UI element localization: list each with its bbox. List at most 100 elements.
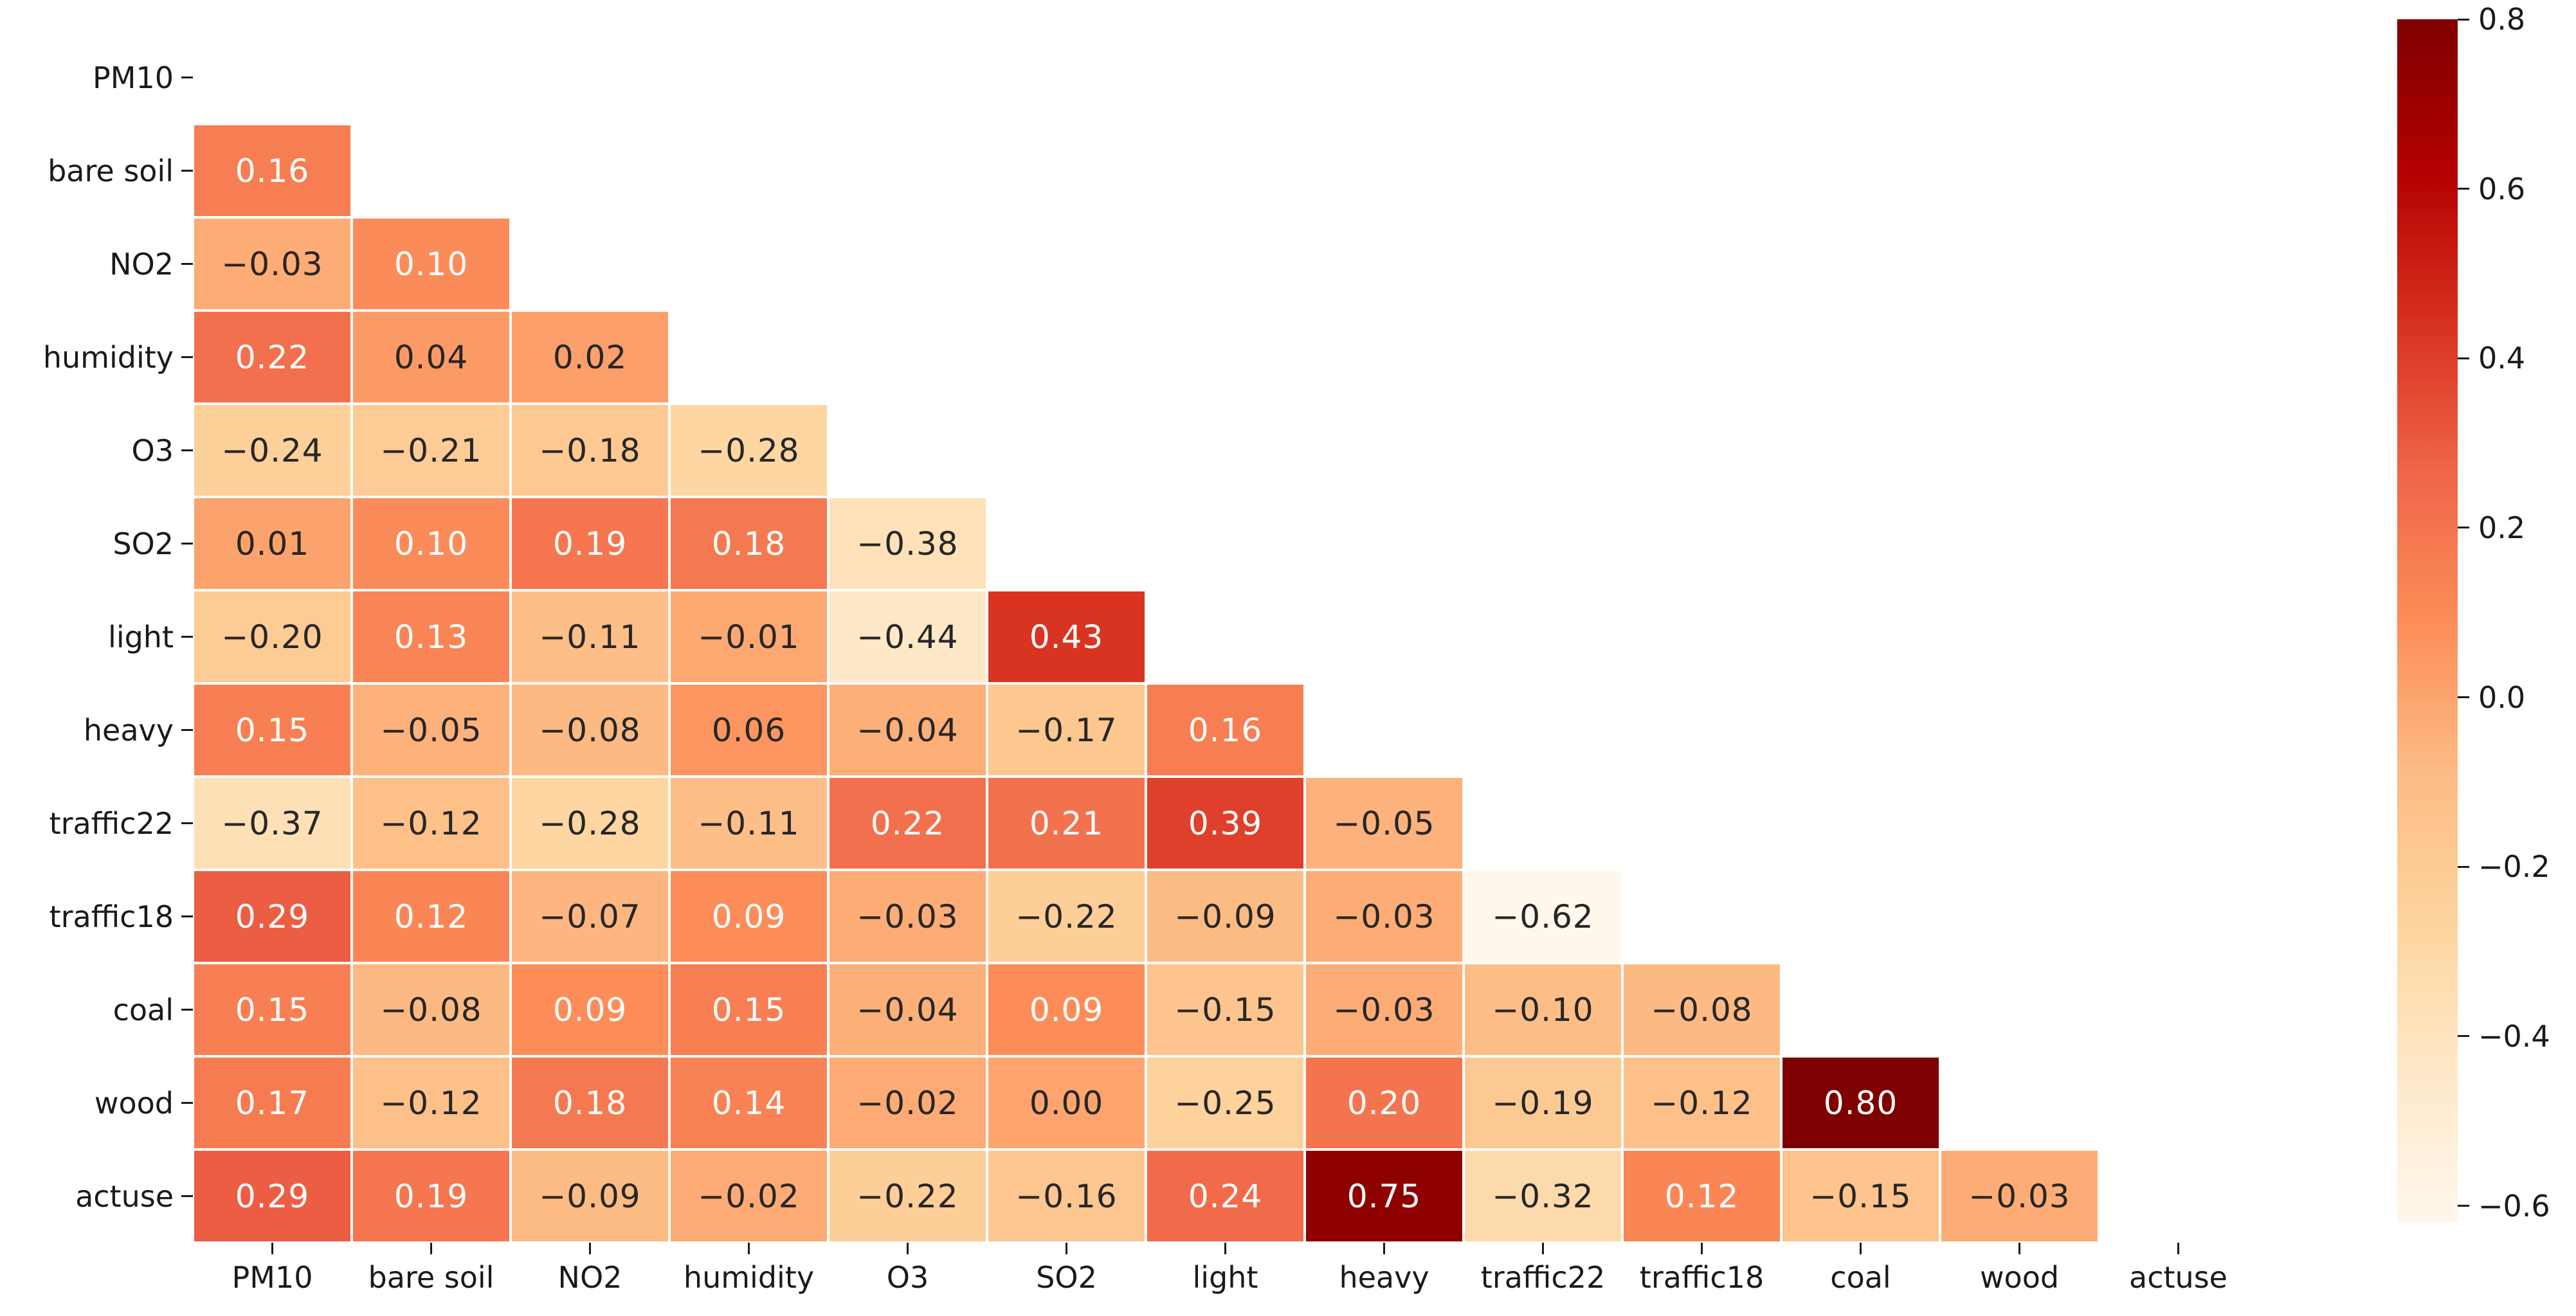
- cell-value: −0.05: [380, 711, 482, 749]
- y-axis-label-SO2: SO2: [113, 526, 174, 561]
- cell-value: 0.18: [552, 1084, 628, 1122]
- y-tick-mark: [181, 356, 193, 358]
- cell-value: −0.24: [221, 431, 323, 469]
- cell-value: −0.03: [857, 897, 959, 935]
- cell-value: 0.75: [1347, 1177, 1422, 1215]
- colorbar-tick-mark: [2458, 696, 2469, 699]
- cell-value: −0.17: [1015, 711, 1118, 749]
- heatmap-cell-traffic18-O3: −0.03: [828, 870, 987, 963]
- colorbar-tick-mark: [2458, 357, 2469, 359]
- cell-value: 0.01: [235, 525, 310, 563]
- cell-value: 0.16: [1188, 711, 1263, 749]
- x-axis-label-SO2: SO2: [1036, 1260, 1097, 1295]
- heatmap-cell-wood-humidity: 0.14: [669, 1056, 828, 1149]
- cell-value: 0.21: [1029, 804, 1104, 842]
- cell-value: −0.01: [698, 618, 800, 656]
- heatmap-cell-light-humidity: −0.01: [669, 590, 828, 683]
- heatmap-cell-SO2-PM10: 0.01: [193, 497, 352, 590]
- heatmap-cell-coal-light: −0.15: [1146, 963, 1305, 1056]
- y-axis-label-heavy: heavy: [83, 712, 174, 748]
- cell-value: 0.06: [711, 711, 786, 749]
- y-axis-label-wood: wood: [94, 1085, 174, 1121]
- heatmap-cell-traffic22-bare soil: −0.12: [352, 777, 511, 870]
- heatmap-cell-traffic22-NO2: −0.28: [511, 777, 669, 870]
- cell-value: −0.09: [539, 1177, 641, 1215]
- x-axis-label-humidity: humidity: [683, 1260, 815, 1295]
- heatmap-cell-coal-heavy: −0.03: [1305, 963, 1464, 1056]
- x-axis-label-actuse: actuse: [2129, 1260, 2227, 1295]
- heatmap-cell-traffic22-light: 0.39: [1146, 777, 1305, 870]
- x-axis-label-light: light: [1192, 1260, 1258, 1295]
- heatmap-cell-O3-humidity: −0.28: [669, 404, 828, 497]
- y-axis-label-PM10: PM10: [93, 60, 174, 95]
- cell-value: −0.62: [1492, 897, 1594, 935]
- colorbar-gradient: [2397, 19, 2458, 1223]
- cell-value: −0.15: [1174, 991, 1276, 1029]
- heatmap-cell-NO2-PM10: −0.03: [193, 217, 352, 311]
- heatmap-cell-heavy-bare soil: −0.05: [352, 683, 511, 777]
- cell-value: 0.80: [1823, 1084, 1898, 1122]
- heatmap-cell-SO2-NO2: 0.19: [511, 497, 669, 590]
- cell-value: 0.24: [1188, 1177, 1263, 1215]
- heatmap-cell-O3-NO2: −0.18: [511, 404, 669, 497]
- cell-value: −0.04: [857, 711, 959, 749]
- y-tick-mark: [181, 449, 193, 451]
- cell-value: −0.12: [380, 1084, 482, 1122]
- colorbar-tick-label: −0.4: [2478, 1018, 2550, 1054]
- heatmap-cell-heavy-SO2: −0.17: [987, 683, 1146, 777]
- cell-value: 0.43: [1029, 618, 1104, 656]
- colorbar-tick-mark: [2458, 527, 2469, 529]
- cell-value: 0.02: [552, 338, 628, 376]
- cell-value: 0.10: [394, 525, 469, 563]
- heatmap-cell-coal-traffic18: −0.08: [1622, 963, 1781, 1056]
- heatmap-cell-bare soil-PM10: 0.16: [193, 124, 352, 217]
- y-tick-mark: [181, 263, 193, 265]
- cell-value: −0.05: [1333, 804, 1435, 842]
- cell-value: 0.18: [711, 525, 786, 563]
- heatmap-cell-wood-traffic22: −0.19: [1464, 1056, 1622, 1149]
- cell-value: 0.15: [235, 991, 310, 1029]
- colorbar-tick-label: −0.2: [2478, 849, 2550, 885]
- y-tick-mark: [181, 77, 193, 78]
- heatmap-cell-actuse-coal: −0.15: [1781, 1149, 1940, 1243]
- cell-value: −0.28: [698, 431, 800, 469]
- x-axis-label-coal: coal: [1830, 1260, 1891, 1295]
- heatmap-cell-SO2-humidity: 0.18: [669, 497, 828, 590]
- cell-value: −0.12: [380, 804, 482, 842]
- cell-value: −0.20: [221, 618, 323, 656]
- y-axis-label-coal: coal: [113, 992, 174, 1027]
- cell-value: −0.12: [1651, 1084, 1753, 1122]
- heatmap-cell-wood-SO2: 0.00: [987, 1056, 1146, 1149]
- cell-value: −0.44: [857, 618, 959, 656]
- heatmap-cell-wood-coal: 0.80: [1781, 1056, 1940, 1149]
- x-axis-label-bare soil: bare soil: [368, 1260, 494, 1295]
- cell-value: −0.08: [380, 991, 482, 1029]
- x-axis-label-traffic22: traffic22: [1480, 1260, 1606, 1295]
- heatmap-cell-light-NO2: −0.11: [511, 590, 669, 683]
- cell-value: −0.02: [698, 1177, 800, 1215]
- cell-value: −0.02: [857, 1084, 959, 1122]
- y-tick-mark: [181, 636, 193, 638]
- cell-value: −0.08: [539, 711, 641, 749]
- y-axis-label-humidity: humidity: [42, 339, 174, 375]
- cell-value: −0.08: [1651, 991, 1753, 1029]
- colorbar-tick-mark: [2458, 1035, 2469, 1038]
- cell-value: 0.20: [1347, 1084, 1422, 1122]
- heatmap-cell-traffic18-SO2: −0.22: [987, 870, 1146, 963]
- cell-value: −0.11: [698, 804, 800, 842]
- cell-value: 0.39: [1188, 804, 1263, 842]
- y-tick-mark: [181, 1195, 193, 1197]
- cell-value: 0.00: [1029, 1084, 1104, 1122]
- heatmap-cell-actuse-traffic22: −0.32: [1464, 1149, 1622, 1243]
- heatmap-cell-coal-PM10: 0.15: [193, 963, 352, 1056]
- heatmap-cell-coal-O3: −0.04: [828, 963, 987, 1056]
- x-tick-mark: [1066, 1243, 1067, 1254]
- heatmap-cell-light-bare soil: 0.13: [352, 590, 511, 683]
- cell-value: 0.10: [394, 245, 469, 283]
- cell-value: 0.12: [394, 897, 469, 935]
- heatmap-cell-O3-PM10: −0.24: [193, 404, 352, 497]
- heatmap-cell-traffic18-light: −0.09: [1146, 870, 1305, 963]
- y-axis-label-NO2: NO2: [109, 246, 174, 282]
- colorbar-tick-label: 0.8: [2478, 2, 2526, 37]
